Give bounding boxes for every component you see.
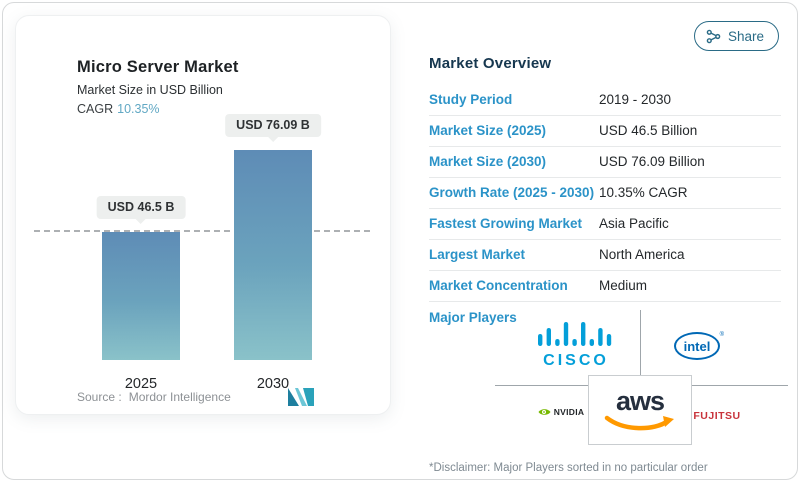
row-value: 2019 - 2030 [599,92,672,107]
source-attribution: Source : Mordor Intelligence [77,390,231,404]
cagr-label: CAGR [77,102,114,116]
x-axis-label-2025: 2025 [124,376,158,392]
overview-table: Study Period 2019 - 2030 Market Size (20… [429,85,781,302]
intel-logo: intel ® [674,332,724,360]
bar-group-2030: USD 76.09 B 2030 [225,114,321,392]
row-label: Market Size (2025) [429,123,547,138]
row-label: Market Size (2030) [429,154,547,169]
row-label: Growth Rate (2025 - 2030) [429,185,595,200]
bar-value-label-2025: USD 46.5 B [96,196,186,219]
row-value: USD 46.5 Billion [599,123,698,138]
table-row: Growth Rate (2025 - 2030) 10.35% CAGR [429,178,781,209]
table-row: Largest Market North America [429,240,781,271]
cisco-bars-icon [538,322,612,346]
source-label: Source : [77,390,122,404]
table-row: Market Concentration Medium [429,271,781,302]
bar-value-label-2030: USD 76.09 B [225,114,321,137]
nvidia-logo: NVIDIA [533,407,589,417]
aws-logo: aws [588,375,692,445]
bar-2030 [234,150,312,360]
table-row: Fastest Growing Market Asia Pacific [429,209,781,240]
intel-registered-mark: ® [719,332,724,338]
bar-chart-plot: USD 46.5 B 2025 USD 76.09 B 2030 [34,114,372,392]
fujitsu-logo: FUJITSU [687,406,747,424]
players-divider-left [495,385,588,386]
row-label: Market Concentration [429,278,568,293]
x-axis-label-2030: 2030 [256,376,290,392]
row-label: Largest Market [429,247,526,262]
bar-2025 [102,232,180,360]
cisco-wordmark: CISCO [543,352,609,369]
players-divider-vertical [640,310,641,375]
row-value: North America [599,247,685,262]
row-value: USD 76.09 Billion [599,154,705,169]
row-value: Medium [599,278,648,293]
nvidia-wordmark: NVIDIA [553,407,585,417]
cisco-logo: CISCO [531,320,621,370]
overview-title: Market Overview [429,55,552,72]
intel-wordmark: intel [683,338,711,354]
aws-smile-icon [604,415,674,430]
market-chart-card: Micro Server Market Market Size in USD B… [15,15,391,415]
mordor-intelligence-logo-icon [288,388,314,406]
players-disclaimer: *Disclaimer: Major Players sorted in no … [429,462,708,474]
share-button[interactable]: Share [693,21,779,51]
aws-wordmark: aws [615,385,665,416]
chart-cagr: CAGR 10.35% [77,102,160,116]
chart-title: Micro Server Market [77,58,239,76]
chart-subtitle: Market Size in USD Billion [77,83,223,97]
nvidia-eye-icon [538,409,551,415]
table-row: Study Period 2019 - 2030 [429,85,781,116]
major-players-label: Major Players [429,310,517,325]
table-row: Market Size (2025) USD 46.5 Billion [429,116,781,147]
fujitsu-wordmark: FUJITSU [693,410,741,422]
market-overview-panel: Share Market Overview Study Period 2019 … [429,19,788,479]
row-label: Fastest Growing Market [429,216,583,231]
share-button-label: Share [727,28,764,44]
row-value: Asia Pacific [599,216,669,231]
players-divider-right [692,385,788,386]
major-players-section: Major Players [429,306,788,452]
row-label: Study Period [429,92,513,107]
reference-dashed-line [34,230,372,232]
share-icon [706,29,721,43]
row-value: 10.35% CAGR [599,185,688,200]
bar-group-2025: USD 46.5 B 2025 [96,126,186,392]
cagr-value: 10.35% [117,102,160,116]
source-name: Mordor Intelligence [128,390,231,404]
table-row: Market Size (2030) USD 76.09 Billion [429,147,781,178]
